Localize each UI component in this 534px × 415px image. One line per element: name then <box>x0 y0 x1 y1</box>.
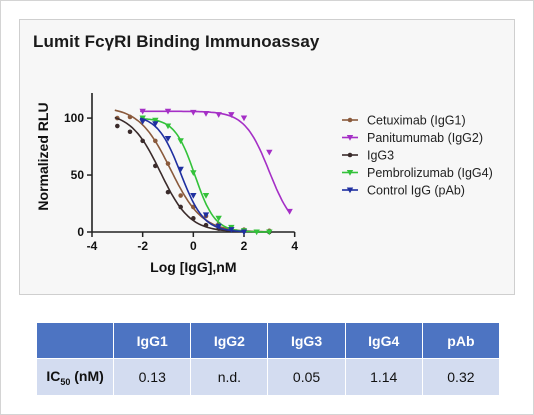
x-tick-label: -2 <box>137 239 148 253</box>
y-tick-label: 100 <box>64 111 84 125</box>
table-cell: 0.05 <box>267 358 346 396</box>
binding-curve-chart: 0 50 100 -4 -2 0 2 4 Log [IgG],nM Normalized RLU C… <box>35 93 493 275</box>
legend-marker <box>347 152 353 158</box>
data-point <box>228 227 235 233</box>
ic50-table: IgG1 IgG2 IgG3 IgG4 pAb IC50 (nM) 0.13 n… <box>35 322 501 396</box>
data-point <box>215 112 222 118</box>
data-point <box>286 208 293 215</box>
data-point <box>177 138 184 145</box>
legend-label: Pembrolizumab (IgG4) <box>367 166 493 180</box>
y-tick-label: 50 <box>71 168 85 182</box>
data-point <box>127 129 133 135</box>
data-point <box>139 118 146 125</box>
legend-label: Panitumumab (IgG2) <box>367 131 483 145</box>
legend-marker <box>346 169 354 176</box>
data-point <box>153 163 158 169</box>
y-tick-label: 0 <box>77 225 84 239</box>
legend-label: Cetuximab (IgG1) <box>367 114 466 128</box>
data-point <box>228 112 235 118</box>
data-point <box>203 222 209 228</box>
chart-title: Lumit FcγRI Binding Immunoassay <box>33 32 320 51</box>
row-label-main: IC <box>46 367 61 384</box>
table-header-cell: IgG2 <box>190 322 269 359</box>
data-point <box>115 123 120 129</box>
data-point <box>165 189 171 195</box>
data-point <box>164 123 172 130</box>
fit-curve-1 <box>140 110 291 214</box>
fit-curve-4 <box>139 117 245 233</box>
data-point <box>202 110 210 117</box>
data-point <box>215 223 222 230</box>
table-header-cell: pAb <box>421 322 501 359</box>
legend-marker <box>346 187 354 194</box>
table-cell: 1.14 <box>344 358 423 396</box>
data-point <box>240 229 248 236</box>
data-point <box>266 229 273 236</box>
x-tick-label: 0 <box>190 239 197 253</box>
table-cell: n.d. <box>190 358 269 396</box>
data-point <box>190 109 197 116</box>
y-axis-label: Normalized RLU <box>35 102 51 210</box>
data-point <box>178 204 183 210</box>
data-point <box>139 108 146 115</box>
table-header-cell: IgG3 <box>267 322 346 359</box>
legend-marker <box>346 134 354 141</box>
data-point <box>178 193 183 198</box>
table-header-cell <box>35 322 115 359</box>
table-header-cell: IgG1 <box>113 322 192 359</box>
row-label-unit: (nM) <box>70 367 104 384</box>
x-axis-label: Log [IgG],nM <box>150 259 236 275</box>
data-point <box>190 192 197 199</box>
x-tick-label: -4 <box>87 239 98 253</box>
legend-marker <box>347 117 353 123</box>
data-point <box>266 149 273 156</box>
data-point <box>153 138 158 144</box>
table-row: IC50 (nM) 0.13 n.d. 0.05 1.14 0.32 <box>35 358 501 396</box>
data-point <box>164 108 172 115</box>
data-point <box>253 229 260 236</box>
row-label-ic50: IC50 (nM) <box>35 358 115 396</box>
data-point <box>152 121 159 127</box>
table-header-row: IgG1 IgG2 IgG3 IgG4 pAb <box>35 322 501 359</box>
table-cell: 0.32 <box>421 358 501 396</box>
data-point <box>177 166 184 173</box>
chart-panel: Lumit FcγRI Binding Immunoassay 0 50 100 -4… <box>19 19 515 295</box>
fit-curve-3 <box>140 117 270 233</box>
row-label-subscript: 50 <box>60 376 71 387</box>
table-cell: 0.13 <box>113 358 192 396</box>
legend-label: Control IgG (pAb) <box>367 184 465 198</box>
x-tick-label: 2 <box>241 239 248 253</box>
data-point <box>215 215 222 222</box>
data-point <box>240 115 248 122</box>
data-point <box>152 117 159 124</box>
data-point <box>202 192 210 199</box>
fit-curve-2 <box>114 116 270 233</box>
data-point <box>127 114 133 120</box>
table-header-cell: IgG4 <box>344 322 423 359</box>
x-tick-label: 4 <box>291 239 298 253</box>
data-point <box>140 138 145 144</box>
data-point <box>190 170 197 176</box>
data-point <box>202 212 210 219</box>
legend-label: IgG3 <box>367 149 394 163</box>
data-point <box>191 216 196 221</box>
data-point <box>164 136 172 142</box>
data-point <box>165 161 171 166</box>
